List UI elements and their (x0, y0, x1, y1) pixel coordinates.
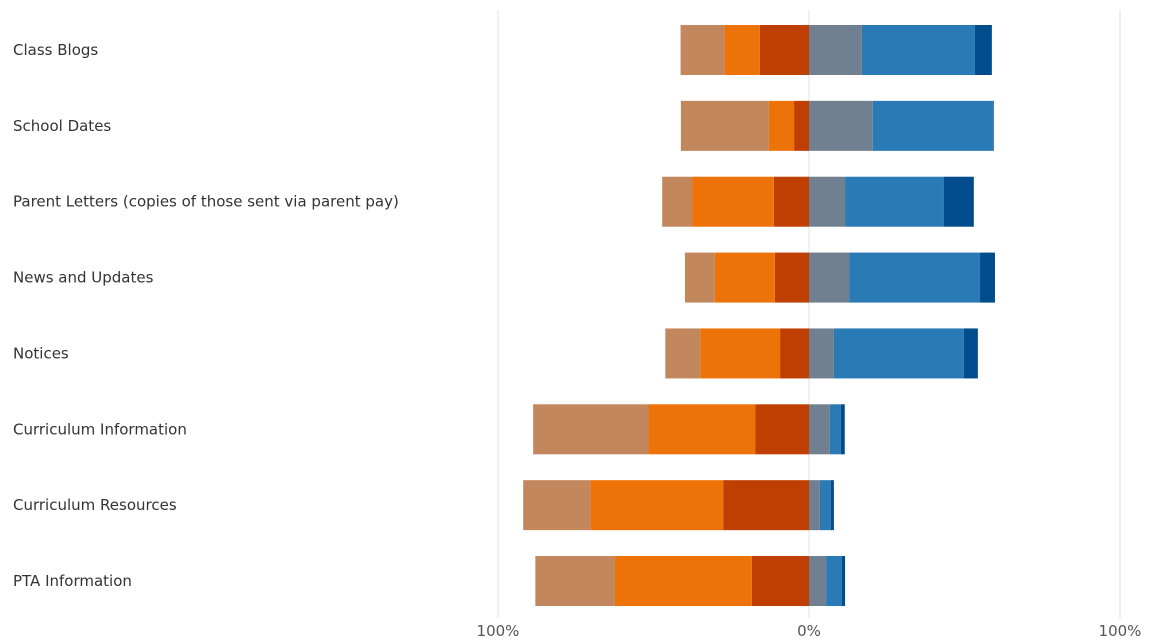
bar-segment-row0-s0 (759, 25, 809, 75)
bar-segment-row6-s5 (830, 480, 834, 531)
bar-segment-row3-s5 (980, 252, 995, 303)
bar-segment-row5-s3 (809, 404, 830, 455)
bar-segment-row4-s1 (700, 328, 781, 379)
bar-segment-row4-s0 (780, 328, 809, 379)
bar-segment-row3-s4 (849, 252, 981, 303)
bar-segment-row1-s4 (872, 100, 993, 151)
category-labels: Class Blogs School Dates Parent Letters (c… (13, 41, 399, 590)
bar-segment-row7-s1 (614, 556, 752, 607)
bar-segment-row7-s0 (751, 556, 809, 607)
bar-segment-row0-s2 (680, 25, 725, 75)
bar-segment-row0-s3 (809, 25, 862, 75)
bar-segment-row2-s2 (662, 176, 693, 227)
category-label-2: Parent Letters (copies of those sent via… (13, 193, 399, 211)
bar-segment-row1-s1 (768, 100, 795, 151)
bar-segment-row7-s4 (826, 556, 842, 607)
bar-segment-row3-s0 (774, 252, 809, 303)
bar-segment-row6-s3 (809, 480, 820, 531)
bar-segment-row6-s1 (590, 480, 724, 531)
bar-segment-row2-s5 (943, 176, 974, 227)
bar-segment-row3-s1 (714, 252, 775, 303)
x-tick-label-1: 0% (797, 622, 821, 639)
bar-segment-row5-s2 (533, 404, 649, 455)
category-label-3: News and Updates (13, 269, 154, 287)
bar-segment-row6-s0 (723, 480, 809, 531)
x-axis-ticks: 100% 0% 100% (477, 622, 1142, 639)
bar-segment-row7-s3 (809, 556, 827, 607)
bar-segment-row6-s2 (523, 480, 591, 531)
bar-segment-row0-s4 (861, 25, 975, 75)
bar-segment-row0-s1 (724, 25, 760, 75)
bar-segment-row6-s4 (819, 480, 831, 531)
bar-segment-row1-s5 (992, 100, 994, 151)
bar-segment-row1-s2 (680, 100, 769, 151)
bar-segment-row1-s3 (809, 100, 873, 151)
bar-segment-row5-s0 (755, 404, 809, 455)
bar-segment-row7-s5 (841, 556, 846, 607)
category-label-7: PTA Information (13, 572, 132, 590)
bar-segment-row2-s1 (692, 176, 774, 227)
bar-segment-row1-s0 (794, 100, 809, 151)
category-label-1: School Dates (13, 117, 111, 135)
category-label-0: Class Blogs (13, 41, 98, 59)
bar-segment-row4-s4 (833, 328, 964, 379)
bar-segment-row4-s5 (963, 328, 978, 379)
x-tick-label-2: 100% (1099, 622, 1142, 639)
bar-segment-row4-s2 (665, 328, 701, 379)
bar-segment-row0-s5 (974, 25, 992, 75)
bar-segment-row2-s0 (773, 176, 809, 227)
bar-segment-row3-s2 (684, 252, 715, 303)
bar-segment-row3-s3 (809, 252, 850, 303)
x-tick-label-0: 100% (477, 622, 520, 639)
category-label-6: Curriculum Resources (13, 496, 177, 514)
bar-segment-row2-s3 (809, 176, 846, 227)
category-label-5: Curriculum Information (13, 420, 187, 438)
bar-segment-row5-s4 (829, 404, 841, 455)
bar-segment-row2-s4 (845, 176, 944, 227)
bar-segment-row7-s2 (535, 556, 615, 607)
bars (523, 25, 995, 607)
bar-segment-row4-s3 (809, 328, 834, 379)
bar-segment-row5-s5 (840, 404, 845, 455)
category-label-4: Notices (13, 344, 69, 362)
bar-segment-row5-s1 (648, 404, 756, 455)
